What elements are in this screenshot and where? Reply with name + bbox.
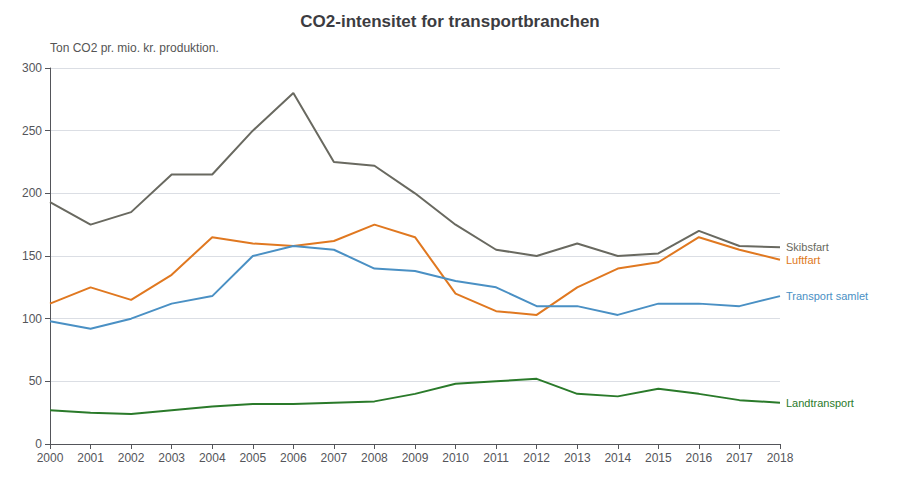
svg-text:Luftfart: Luftfart [786,254,820,266]
svg-text:2012: 2012 [523,451,550,465]
svg-text:0: 0 [35,437,42,451]
svg-text:2001: 2001 [77,451,104,465]
svg-text:2015: 2015 [645,451,672,465]
svg-text:50: 50 [29,374,43,388]
svg-text:2005: 2005 [239,451,266,465]
svg-text:Ton CO2 pr. mio. kr. produktio: Ton CO2 pr. mio. kr. produktion. [50,41,219,55]
svg-text:Skibsfart: Skibsfart [786,241,829,253]
svg-text:2010: 2010 [442,451,469,465]
svg-text:2013: 2013 [564,451,591,465]
svg-text:2011: 2011 [483,451,509,465]
svg-text:2007: 2007 [321,451,348,465]
svg-text:200: 200 [22,186,42,200]
svg-text:2017: 2017 [726,451,753,465]
svg-text:2004: 2004 [199,451,226,465]
svg-text:100: 100 [22,312,42,326]
svg-text:Landtransport: Landtransport [786,397,854,409]
svg-text:2002: 2002 [118,451,145,465]
svg-text:2014: 2014 [604,451,631,465]
svg-text:2006: 2006 [280,451,307,465]
svg-text:300: 300 [22,61,42,75]
svg-text:250: 250 [22,124,42,138]
svg-text:2016: 2016 [686,451,713,465]
svg-text:2008: 2008 [361,451,388,465]
svg-text:2018: 2018 [767,451,794,465]
svg-text:2009: 2009 [402,451,429,465]
svg-text:CO2-intensitet for transportbr: CO2-intensitet for transportbranchen [300,12,599,31]
svg-text:2003: 2003 [158,451,185,465]
svg-text:150: 150 [22,249,42,263]
svg-text:2000: 2000 [37,451,64,465]
svg-text:Transport samlet: Transport samlet [786,290,868,302]
